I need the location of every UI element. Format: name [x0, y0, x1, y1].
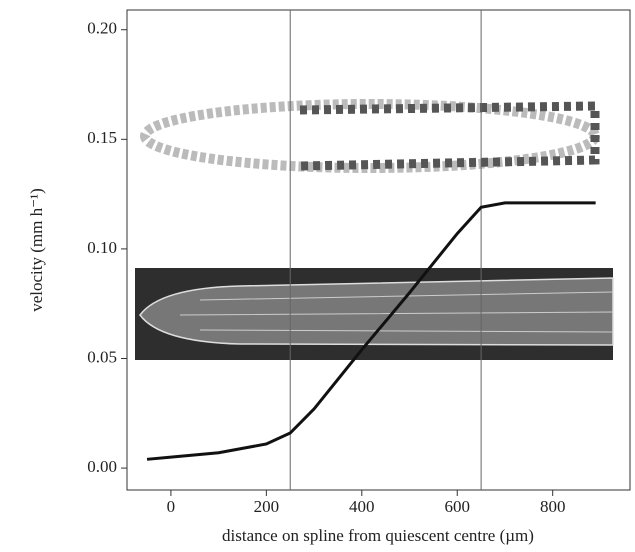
cell-overlay-image	[140, 99, 600, 173]
x-tick-label: 800	[540, 497, 566, 516]
x-tick-label: 400	[349, 497, 375, 516]
y-tick-label: 0.15	[87, 128, 117, 147]
x-tick-label: 200	[254, 497, 280, 516]
y-tick-label: 0.05	[87, 347, 117, 366]
x-tick-label: 0	[167, 497, 176, 516]
y-tick-label: 0.20	[87, 19, 117, 38]
x-tick-label: 600	[444, 497, 470, 516]
y-axis-label: velocity (mm h⁻¹)	[27, 188, 46, 312]
y-tick-label: 0.00	[87, 457, 117, 476]
velocity-line	[146, 201, 596, 461]
x-axis-label: distance on spline from quiescent centre…	[222, 526, 534, 545]
plot-frame	[126, 9, 631, 491]
root-micrograph	[135, 268, 614, 360]
y-tick-label: 0.10	[87, 238, 117, 257]
